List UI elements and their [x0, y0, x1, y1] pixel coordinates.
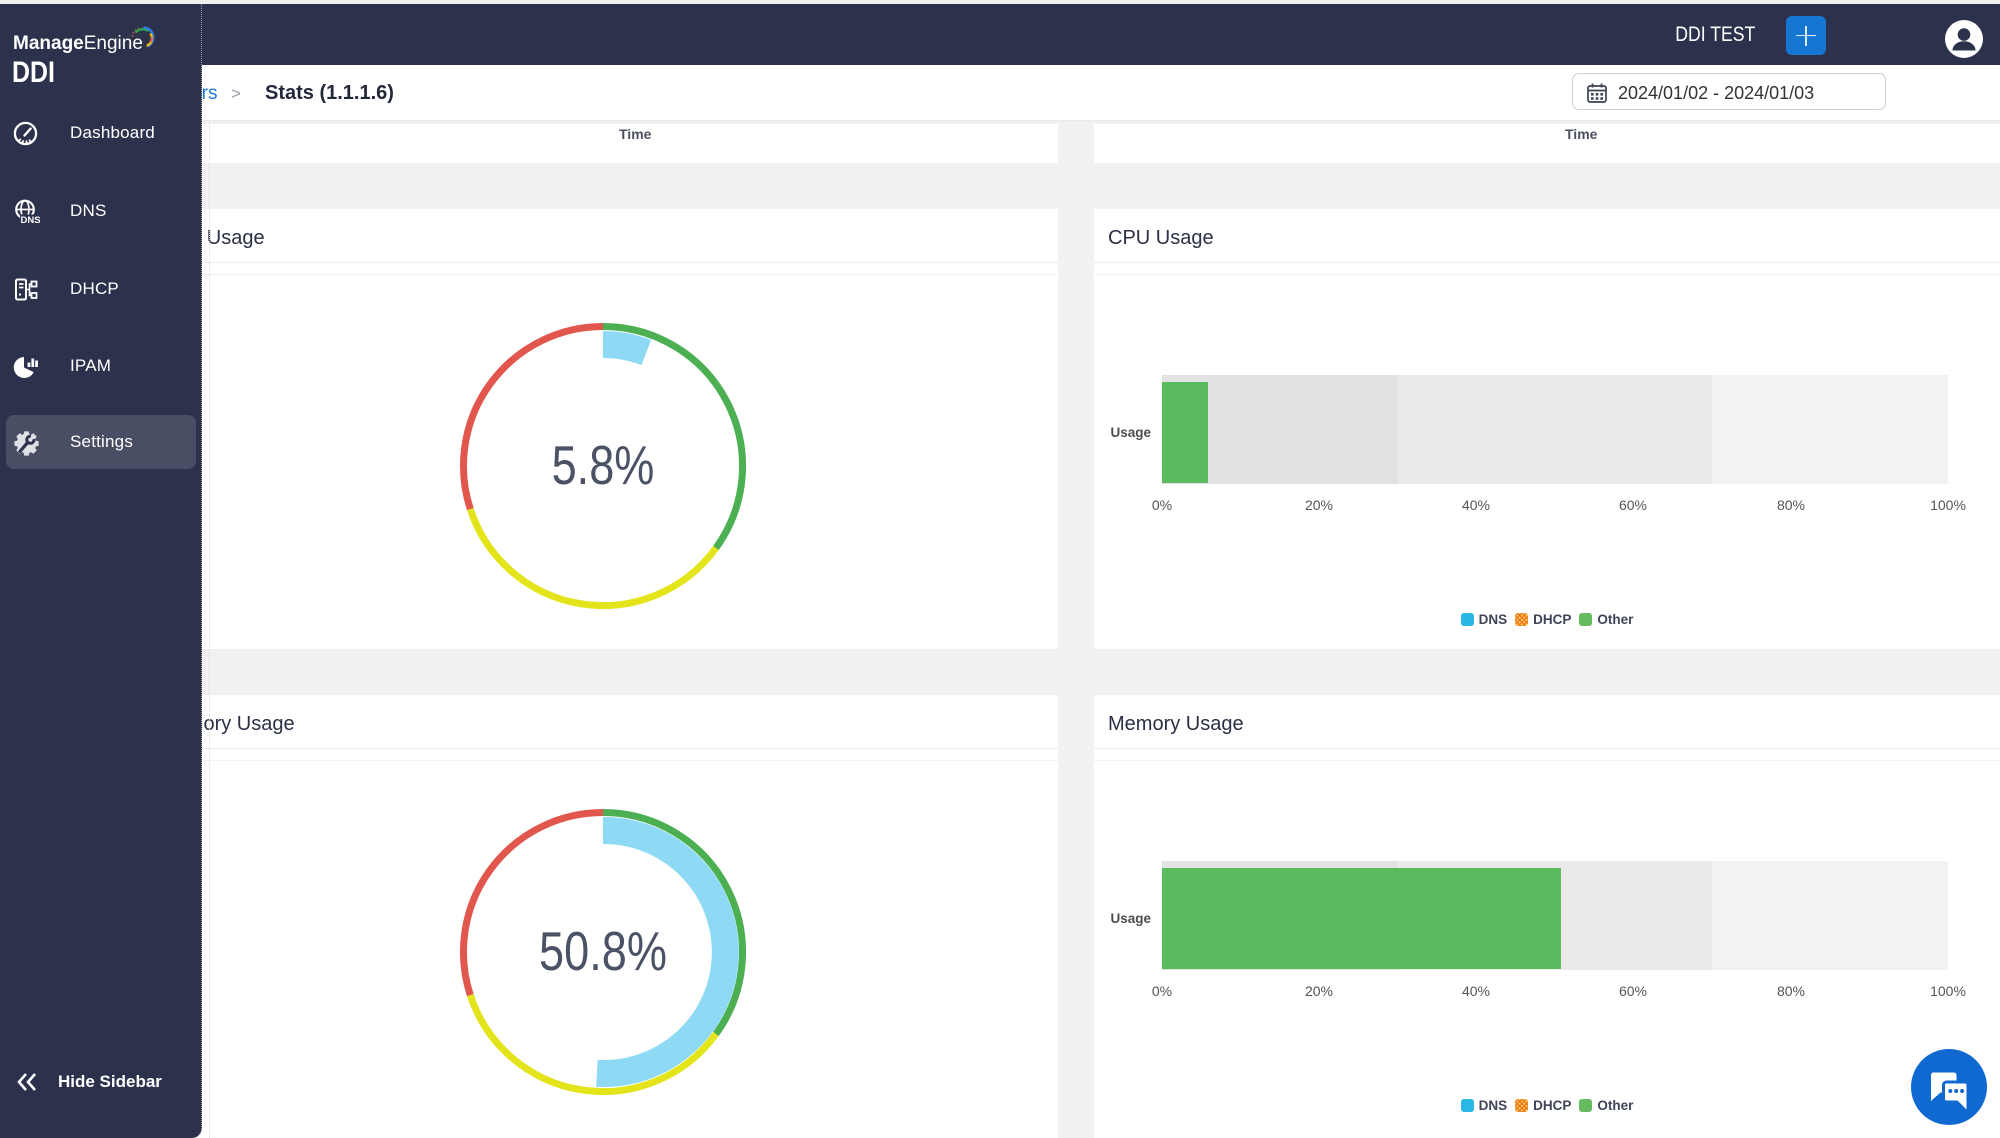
svg-text:DNS: DNS [21, 215, 41, 225]
